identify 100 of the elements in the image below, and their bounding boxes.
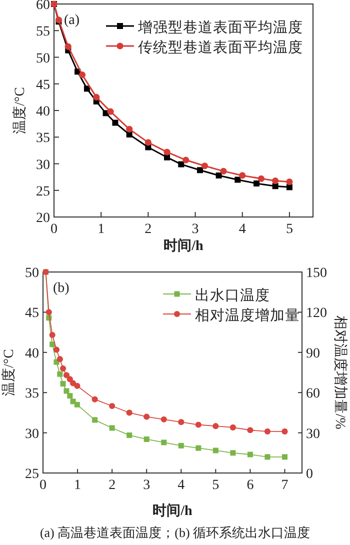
point — [178, 161, 184, 168]
y-tick-label: 50 — [25, 266, 39, 281]
y2-tick-label: 150 — [306, 266, 327, 281]
point — [212, 448, 218, 454]
point — [64, 388, 70, 394]
point — [66, 376, 73, 382]
y-tick-label: 50 — [36, 51, 50, 66]
point — [112, 120, 118, 126]
point — [196, 445, 202, 451]
y-tick-label: 40 — [36, 104, 50, 120]
point — [126, 410, 132, 416]
point — [63, 372, 70, 378]
point — [93, 94, 100, 100]
x-tick-label: 0 — [50, 222, 58, 237]
point — [216, 172, 222, 178]
point — [109, 402, 116, 410]
y-tick-label: 30 — [36, 158, 50, 173]
point — [92, 417, 98, 423]
y-tick-label: 35 — [36, 131, 50, 146]
x-tick-label: 1 — [74, 478, 82, 493]
y2-tick-label: 0 — [306, 467, 313, 482]
x-tick-label: 6 — [246, 478, 254, 493]
point — [239, 172, 246, 179]
x-axis-title: 时间/h — [152, 503, 193, 519]
point — [60, 381, 66, 387]
point — [230, 450, 236, 456]
y-tick-label: 25 — [36, 184, 50, 200]
point — [126, 432, 132, 438]
point — [258, 175, 264, 182]
y-axis-title: 温度/°C — [1, 349, 17, 396]
annotation: (a) — [64, 13, 80, 28]
point — [144, 139, 152, 146]
point — [46, 309, 52, 316]
legend-label: 相对温度增加量 — [195, 307, 300, 324]
point — [56, 356, 63, 362]
point — [182, 156, 190, 164]
point — [164, 148, 170, 156]
y-tick-label: 40 — [25, 346, 39, 362]
point — [264, 428, 271, 435]
y-axis-title: 温度/°C — [12, 87, 28, 134]
y-tick-label: 30 — [25, 426, 39, 442]
point — [49, 332, 56, 338]
x-tick-label: 3 — [143, 478, 150, 493]
point — [247, 427, 254, 434]
point — [164, 154, 170, 160]
y-tick-label: 25 — [25, 467, 39, 482]
point — [161, 440, 167, 446]
y-tick-label: 55 — [36, 24, 50, 40]
point — [195, 422, 202, 428]
point — [60, 365, 66, 372]
point — [253, 180, 260, 186]
point — [84, 86, 90, 92]
point — [234, 176, 241, 183]
point — [109, 425, 115, 431]
y-tick-label: 45 — [25, 306, 39, 322]
point — [144, 436, 150, 442]
point — [196, 167, 203, 174]
y2-axis-title: 相对温度增加量/% — [332, 316, 348, 430]
point — [67, 393, 73, 399]
point — [264, 454, 270, 460]
point — [126, 126, 133, 132]
y2-tick-label: 120 — [306, 306, 327, 322]
annotation: (b) — [53, 281, 70, 296]
point — [282, 454, 288, 460]
point — [201, 162, 208, 170]
legend-label: 增强型巷道表面平均温度 — [137, 19, 303, 36]
point — [160, 416, 167, 422]
y2-tick-label: 60 — [306, 386, 320, 402]
point — [126, 131, 132, 138]
point — [286, 178, 293, 186]
legend-label: 传统型巷道表面平均温度 — [138, 39, 303, 56]
text: (a) 高温巷道表面温度；(b) 循环系统出水口温度 — [40, 525, 310, 540]
point — [107, 108, 114, 115]
point — [282, 428, 288, 435]
point — [78, 72, 86, 78]
x-tick-label: 3 — [192, 222, 199, 237]
point — [70, 398, 76, 404]
x-tick-label: 2 — [144, 222, 152, 237]
x-tick-label: 2 — [108, 478, 116, 493]
point — [272, 183, 278, 190]
y2-tick-label: 30 — [306, 426, 320, 442]
point — [64, 43, 72, 50]
point — [178, 442, 184, 448]
x-tick-label: 7 — [281, 478, 288, 493]
y-tick-label: 45 — [36, 78, 50, 93]
x-tick-label: 5 — [212, 478, 220, 493]
y-tick-label: 35 — [25, 386, 39, 402]
x-tick-label: 5 — [286, 222, 293, 237]
x-tick-label: 1 — [98, 222, 105, 237]
point — [230, 424, 236, 430]
point — [53, 346, 60, 353]
y-tick-label: 20 — [36, 211, 50, 226]
point — [212, 423, 219, 430]
y-tick-label: 60 — [36, 0, 50, 13]
point — [144, 414, 150, 420]
point — [74, 402, 80, 408]
x-tick-label: 4 — [238, 222, 246, 237]
point — [92, 396, 98, 402]
x-tick-label: 0 — [40, 478, 46, 493]
point — [272, 177, 279, 184]
